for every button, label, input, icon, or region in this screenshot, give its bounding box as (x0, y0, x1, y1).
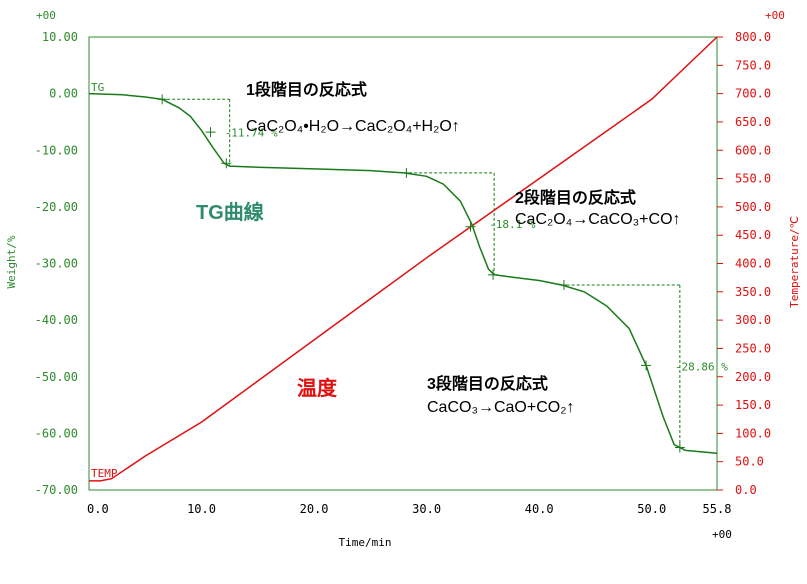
tg-marker (221, 158, 232, 169)
tg-marker (205, 127, 216, 138)
right-tick-label: 600.0 (735, 143, 771, 157)
step-weight-loss-label: -18.1 % (489, 218, 536, 231)
x-tick-label: 10.0 (187, 502, 216, 516)
left-tick-label: 10.00 (42, 30, 78, 44)
x-tick-label: 55.8 (703, 502, 732, 516)
right-axis-ticks: 800.0 750.0 700.0 650.0 600.0 550.0 500.0 450.0… (717, 30, 771, 497)
right-tick-label: 450.0 (735, 228, 771, 242)
right-axis-multiplier: +00 (765, 9, 785, 22)
x-axis-multiplier: +00 (712, 528, 732, 541)
x-tick-label: 30.0 (412, 502, 441, 516)
left-tick-label: -20.00 (35, 200, 78, 214)
x-tick-label: 40.0 (525, 502, 554, 516)
step1-equation: CaC₂O₄•H₂O→CaC₂O₄+H₂O↑ (246, 118, 460, 135)
left-tick-label: -40.00 (35, 313, 78, 327)
left-tick-label: -50.00 (35, 370, 78, 384)
step3-equation: CaCO₃→CaO+CO₂↑ (427, 399, 574, 416)
left-axis-ticks: 10.00 0.00 -10.00 -20.00 -30.00 -40.00 -50.00 -… (35, 30, 78, 497)
left-axis-title: Weight/% (5, 235, 18, 288)
tg-marker (157, 94, 168, 105)
tg-curve-label: TG曲線 (196, 200, 264, 224)
right-tick-label: 200.0 (735, 370, 771, 384)
right-tick-label: 400.0 (735, 257, 771, 271)
tg-marker (641, 360, 652, 371)
temp-series-tag: TEMP (91, 467, 118, 480)
x-tick-label: 20.0 (300, 502, 329, 516)
right-tick-label: 50.0 (735, 455, 764, 469)
step2-title: 2段階目の反応式 (515, 188, 636, 207)
right-tick-label: 300.0 (735, 313, 771, 327)
right-tick-label: 800.0 (735, 30, 771, 44)
x-axis-ticks: 0.0 10.0 20.0 30.0 40.0 50.0 55.8 (87, 502, 731, 516)
step2-equation: CaC₂O₄→CaCO₃+CO↑ (515, 211, 681, 228)
step-weight-loss-label: -11.74 % (225, 127, 278, 140)
tg-series-tag: TG (91, 81, 104, 94)
left-tick-label: -30.00 (35, 257, 78, 271)
right-tick-label: 700.0 (735, 87, 771, 101)
right-axis-title: Temperature/℃ (788, 216, 801, 308)
tg-marker (674, 442, 685, 453)
tg-series-line (88, 92, 718, 454)
left-tick-label: -60.00 (35, 426, 78, 440)
step1-title: 1段階目の反応式 (246, 80, 367, 99)
step-weight-loss-label: -28.86 % (675, 360, 728, 373)
left-tick-label: -70.00 (35, 483, 78, 497)
x-tick-label: 0.0 (87, 502, 109, 516)
right-tick-label: 650.0 (735, 115, 771, 129)
right-tick-label: 500.0 (735, 200, 771, 214)
x-tick-label: 50.0 (637, 502, 666, 516)
left-tick-label: -10.00 (35, 143, 78, 157)
tg-markers (157, 94, 685, 453)
right-tick-label: 550.0 (735, 172, 771, 186)
step3-title: 3段階目の反応式 (427, 374, 548, 393)
tg-marker (488, 269, 499, 280)
step-guides: -11.74 % -18.1 % -28.86 % (162, 98, 728, 448)
right-tick-label: 150.0 (735, 398, 771, 412)
x-axis-title: Time/min (339, 536, 392, 549)
temp-series-line (89, 36, 718, 482)
tg-marker (401, 167, 412, 178)
right-tick-label: 0.0 (735, 483, 757, 497)
tg-marker (558, 280, 569, 291)
right-tick-label: 750.0 (735, 58, 771, 72)
left-axis-multiplier: +00 (36, 9, 56, 22)
plot-frame (88, 36, 718, 491)
right-tick-label: 350.0 (735, 285, 771, 299)
right-tick-label: 100.0 (735, 426, 771, 440)
left-tick-label: 0.00 (49, 87, 78, 101)
right-tick-label: 250.0 (735, 341, 771, 355)
temperature-label: 温度 (297, 376, 338, 400)
tg-marker (465, 221, 476, 232)
